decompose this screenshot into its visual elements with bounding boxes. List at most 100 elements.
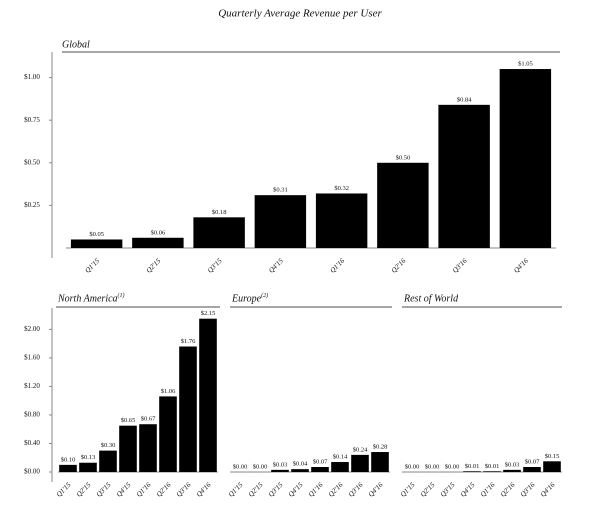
bar <box>99 450 117 472</box>
x-tick-label: Q4'16 <box>512 257 530 275</box>
x-tick-label: Q1'16 <box>479 481 497 499</box>
x-tick-label: Q4'15 <box>267 257 285 275</box>
y-tick-label: $1.60 <box>24 354 40 362</box>
value-label: $0.13 <box>81 454 96 461</box>
x-tick-label: Q4'16 <box>367 481 385 499</box>
chart-title: Quarterly Average Revenue per User <box>218 8 382 20</box>
value-label: $0.84 <box>457 96 472 103</box>
x-tick-label: Q4'15 <box>115 481 133 499</box>
value-label: $0.00 <box>253 463 268 470</box>
x-tick-label: Q3'15 <box>206 257 224 275</box>
x-tick-label: Q1'15 <box>55 481 73 499</box>
panel-title-note: (1) <box>118 292 125 299</box>
value-label: $0.65 <box>121 417 136 424</box>
x-tick-label: Q2'16 <box>390 257 408 275</box>
bar <box>139 424 157 472</box>
value-label: $0.00 <box>445 463 460 470</box>
bar <box>193 217 245 248</box>
panel-title: Rest of World <box>403 293 459 304</box>
value-label: $0.04 <box>293 461 308 468</box>
x-tick-label: Q2'15 <box>75 481 93 499</box>
value-label: $0.10 <box>61 456 76 463</box>
x-tick-label: Q1'15 <box>399 481 417 499</box>
x-tick-label: Q1'16 <box>135 481 153 499</box>
value-label: $2.15 <box>201 310 216 317</box>
bar <box>499 69 552 248</box>
value-label: $0.01 <box>465 463 480 470</box>
value-label: $0.14 <box>333 454 348 461</box>
x-tick-label: Q1'16 <box>328 257 346 275</box>
bar <box>59 464 77 472</box>
x-tick-label: Q2'15 <box>419 481 437 499</box>
value-label: $0.07 <box>313 458 328 465</box>
bar <box>331 462 349 472</box>
x-tick-label: Q2'15 <box>247 481 265 499</box>
bar <box>311 467 329 472</box>
bar <box>371 452 389 472</box>
x-tick-label: Q2'16 <box>327 481 345 499</box>
x-tick-label: Q1'16 <box>307 481 325 499</box>
bar <box>291 469 309 472</box>
bar <box>254 195 307 248</box>
value-label: $0.15 <box>545 453 560 460</box>
x-tick-label: Q4'15 <box>459 481 477 499</box>
y-tick-label: $0.50 <box>24 158 40 166</box>
value-label: $0.01 <box>485 463 500 470</box>
x-tick-label: Q2'16 <box>155 481 173 499</box>
value-label: $0.31 <box>273 187 288 194</box>
x-tick-label: Q1'15 <box>227 481 245 499</box>
panel-title-note: (2) <box>261 292 268 299</box>
value-label: $0.18 <box>212 209 227 216</box>
x-tick-label: Q2'15 <box>145 257 163 275</box>
value-label: $1.05 <box>518 61 533 68</box>
value-label: $0.00 <box>405 463 420 470</box>
x-tick-label: Q3'16 <box>451 257 469 275</box>
y-tick-label: $0.75 <box>24 116 40 124</box>
value-label: $0.03 <box>273 461 288 468</box>
value-label: $0.50 <box>396 154 411 161</box>
value-label: $0.06 <box>151 229 166 236</box>
value-label: $0.28 <box>373 444 388 451</box>
panel-title: Europe(2) <box>231 292 268 304</box>
x-tick-label: Q4'15 <box>287 481 305 499</box>
value-label: $0.05 <box>89 231 104 238</box>
value-label: $0.30 <box>101 442 116 449</box>
bar <box>483 471 501 472</box>
x-tick-label: Q2'16 <box>499 481 517 499</box>
bar <box>79 462 97 472</box>
bar <box>119 425 137 472</box>
x-tick-label: Q3'15 <box>267 481 285 499</box>
y-tick-label: $0.80 <box>24 411 40 419</box>
y-tick-label: $0.40 <box>24 439 40 447</box>
bar <box>199 318 217 472</box>
bar <box>271 469 289 472</box>
value-label: $0.00 <box>425 463 440 470</box>
y-tick-label: $0.00 <box>24 468 40 476</box>
bar <box>132 237 184 248</box>
x-tick-label: Q3'16 <box>347 481 365 499</box>
bar <box>351 454 369 472</box>
bar <box>315 193 368 248</box>
value-label: $1.76 <box>181 338 196 345</box>
x-tick-label: Q3'16 <box>519 481 537 499</box>
bar <box>543 461 561 472</box>
y-tick-label: $2.00 <box>24 325 40 333</box>
bar <box>179 346 197 472</box>
value-label: $0.00 <box>233 463 248 470</box>
panel-title: Global <box>62 39 90 50</box>
y-tick-label: $0.25 <box>24 201 40 209</box>
y-tick-label: $1.00 <box>24 73 40 81</box>
value-label: $0.07 <box>525 458 540 465</box>
bar <box>70 239 123 248</box>
value-label: $1.06 <box>161 388 176 395</box>
bar <box>377 162 429 248</box>
value-label: $0.03 <box>505 461 520 468</box>
value-label: $0.32 <box>334 185 349 192</box>
bar <box>463 471 481 472</box>
y-tick-label: $1.20 <box>24 382 40 390</box>
x-tick-label: Q4'16 <box>195 481 213 499</box>
bar <box>438 104 490 249</box>
x-tick-label: Q3'15 <box>439 481 457 499</box>
x-tick-label: Q1'15 <box>83 257 101 275</box>
